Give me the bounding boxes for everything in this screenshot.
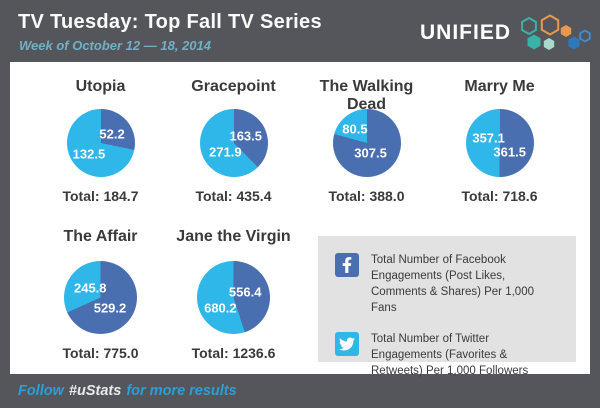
unified-logo-text: UNIFIED bbox=[420, 21, 511, 44]
legend-facebook-row: Total Number of Facebook Engagements (Po… bbox=[335, 253, 562, 316]
facebook-value-label: 556.4 bbox=[228, 284, 262, 300]
total-label: Total: 775.0 bbox=[62, 345, 139, 361]
footer-follow-text: Follow bbox=[18, 383, 64, 399]
twitter-value-label: 357.1 bbox=[472, 130, 505, 146]
pie-chart-walking-dead: 307.5 80.5 bbox=[332, 109, 401, 177]
page-title: TV Tuesday: Top Fall TV Series bbox=[18, 11, 322, 33]
pie-chart-jane-the-virgin: 556.4 680.2 bbox=[197, 261, 270, 334]
pie-card-marry-me: Marry Me 361.5 357.1 Total: 718.6 bbox=[433, 78, 566, 204]
total-label: Total: 718.6 bbox=[461, 188, 538, 204]
facebook-value-label: 52.2 bbox=[99, 126, 125, 142]
footer: Follow #uStats for more results bbox=[0, 374, 600, 408]
pie-card-utopia: Utopia 52.2 132.5 Total: 184.7 bbox=[34, 78, 167, 204]
pie-chart-utopia: 52.2 132.5 bbox=[66, 109, 135, 177]
legend: Total Number of Facebook Engagements (Po… bbox=[318, 236, 576, 377]
chart-title: The Affair bbox=[63, 228, 138, 245]
total-label: Total: 184.7 bbox=[62, 188, 139, 204]
date-range-subtitle: Week of October 12 — 18, 2014 bbox=[19, 38, 211, 53]
twitter-value-label: 271.9 bbox=[209, 144, 242, 160]
chart-title: The Walking Dead bbox=[319, 78, 414, 113]
content-panel: Utopia 52.2 132.5 Total: 184.7 Gracepoin… bbox=[10, 62, 590, 377]
footer-hashtag: #uStats bbox=[68, 383, 122, 399]
twitter-value-label: 132.5 bbox=[72, 146, 106, 162]
pie-card-walking-dead: The Walking Dead 307.5 80.5 Total: 388.0 bbox=[300, 78, 433, 204]
unified-logo: UNIFIED bbox=[420, 14, 594, 52]
twitter-value-label: 245.8 bbox=[73, 280, 107, 296]
twitter-value-label: 680.2 bbox=[204, 300, 237, 316]
facebook-icon bbox=[335, 253, 359, 277]
facebook-value-label: 163.5 bbox=[229, 128, 263, 144]
pie-card-gracepoint: Gracepoint 163.5 271.9 Total: 435.4 bbox=[167, 78, 300, 204]
pie-card-jane-the-virgin: Jane the Virgin 556.4 680.2 Total: 1236.… bbox=[167, 228, 300, 361]
twitter-legend-text: Total Number of Twitter Engagements (Fav… bbox=[371, 333, 529, 378]
chart-title: Jane the Virgin bbox=[176, 228, 291, 245]
facebook-value-label: 307.5 bbox=[354, 145, 387, 161]
total-label: Total: 388.0 bbox=[328, 188, 405, 204]
pie-chart-gracepoint: 163.5 271.9 bbox=[199, 109, 268, 177]
facebook-legend-text: Total Number of Facebook Engagements (Po… bbox=[371, 254, 534, 314]
twitter-value-label: 80.5 bbox=[342, 121, 368, 137]
legend-twitter-row: Total Number of Twitter Engagements (Fav… bbox=[335, 332, 562, 380]
total-label: Total: 1236.6 bbox=[191, 345, 276, 361]
twitter-icon bbox=[335, 332, 359, 357]
footer-rest-text: for more results bbox=[126, 383, 237, 399]
pie-chart-marry-me: 361.5 357.1 bbox=[465, 109, 534, 177]
header: TV Tuesday: Top Fall TV Series Week of O… bbox=[0, 0, 600, 62]
chart-title: Utopia bbox=[75, 78, 126, 95]
facebook-value-label: 529.2 bbox=[93, 300, 127, 316]
pie-card-the-affair: The Affair 529.2 245.8 Total: 775.0 bbox=[34, 228, 167, 361]
facebook-value-label: 361.5 bbox=[493, 144, 526, 160]
unified-logo-hexagons-icon bbox=[521, 14, 591, 50]
chart-title: Marry Me bbox=[464, 78, 535, 95]
pie-chart-the-affair: 529.2 245.8 bbox=[64, 261, 137, 334]
chart-title: Gracepoint bbox=[191, 78, 276, 95]
total-label: Total: 435.4 bbox=[195, 188, 272, 204]
